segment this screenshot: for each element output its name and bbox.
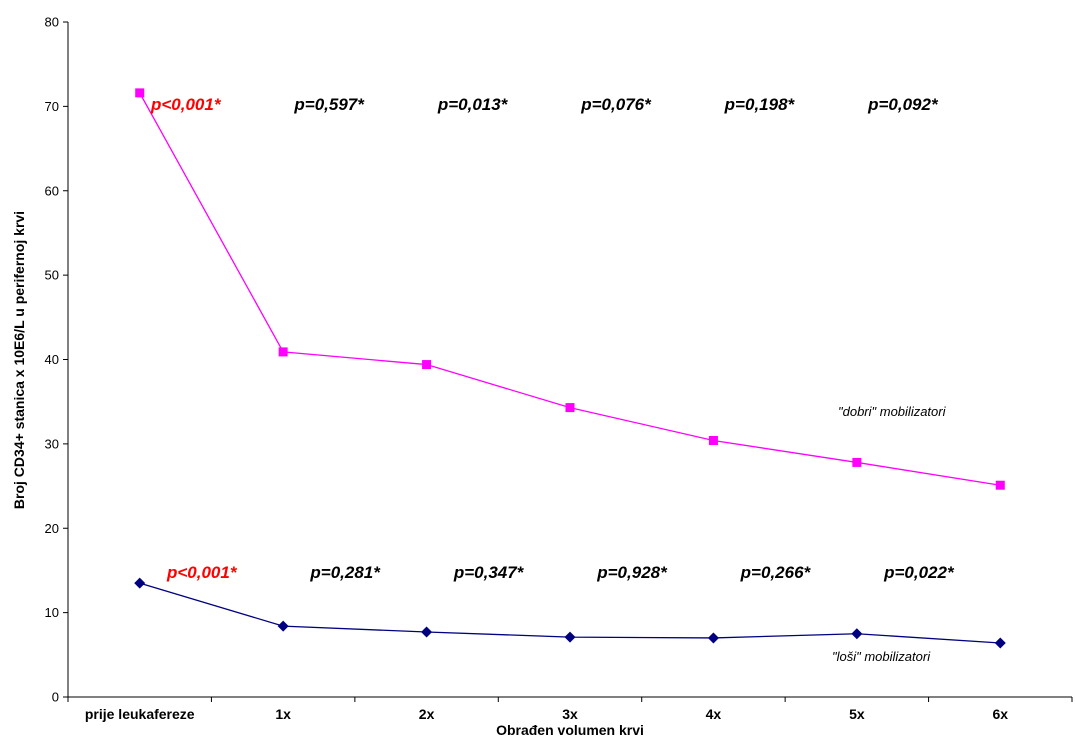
y-tick-label: 80 — [45, 15, 59, 30]
x-tick-label: 3x — [562, 706, 578, 722]
p-value-label: p=0,597* — [293, 95, 365, 114]
x-tick-label: 4x — [706, 706, 722, 722]
y-tick-label: 70 — [45, 99, 59, 114]
p-value-annotations: p<0,001* p=0,597* p=0,013* p=0,076* p=0,198*… — [150, 95, 955, 582]
data-point-diamond — [851, 628, 863, 640]
x-tick-label: prije leukafereze — [85, 706, 195, 722]
p-value-label: p=0,022* — [883, 563, 955, 582]
series-label-dobri: "dobri" mobilizatori — [838, 404, 947, 419]
y-tick-label: 0 — [52, 690, 59, 705]
data-point-square — [852, 457, 862, 467]
data-point-diamond — [277, 620, 289, 632]
y-tick-label: 40 — [45, 352, 59, 367]
x-tick-label: 2x — [419, 706, 435, 722]
x-tick-label: 1x — [275, 706, 291, 722]
y-tick-label: 10 — [45, 605, 59, 620]
x-tick-label: 5x — [849, 706, 865, 722]
data-point-square — [278, 347, 288, 357]
y-axis-ticks: 0 10 20 30 40 50 60 70 80 — [45, 15, 68, 705]
p-value-label: p<0,001* — [166, 563, 238, 582]
series-layer — [134, 88, 1006, 649]
data-point-square — [565, 403, 575, 413]
p-value-label: p=0,013* — [437, 95, 509, 114]
y-tick-label: 60 — [45, 183, 59, 198]
p-value-label: p=0,281* — [309, 563, 381, 582]
x-axis-ticks: prije leukafereze 1x 2x 3x 4x 5x 6x — [67, 697, 1073, 722]
data-point-diamond — [707, 632, 719, 644]
y-tick-label: 20 — [45, 521, 59, 536]
series-line-0 — [139, 92, 1001, 486]
data-point-square — [708, 436, 718, 445]
series-label-losi: "loši" mobilizatori — [832, 649, 931, 664]
y-tick-label: 50 — [45, 268, 59, 283]
y-tick-label: 30 — [45, 436, 59, 451]
p-value-label: p=0,198* — [724, 95, 796, 114]
p-value-label: p=0,092* — [867, 95, 939, 114]
data-point-diamond — [994, 637, 1006, 649]
data-point-diamond — [421, 626, 433, 638]
data-point-square — [422, 360, 432, 370]
p-value-label: p<0,001* — [150, 95, 222, 114]
p-value-label: p=0,928* — [596, 563, 668, 582]
x-axis-title: Obrađen volumen krvi — [496, 722, 644, 738]
data-point-square — [995, 480, 1005, 490]
x-tick-label: 6x — [992, 706, 1008, 722]
data-point-diamond — [564, 631, 576, 643]
p-value-label: p=0,347* — [453, 563, 525, 582]
data-point-square — [135, 88, 145, 98]
y-axis-title: Broj CD34+ stanica x 10E6/L u perifernoj… — [11, 211, 27, 509]
data-point-diamond — [134, 577, 146, 589]
p-value-label: p=0,266* — [740, 563, 812, 582]
p-value-label: p=0,076* — [580, 95, 652, 114]
